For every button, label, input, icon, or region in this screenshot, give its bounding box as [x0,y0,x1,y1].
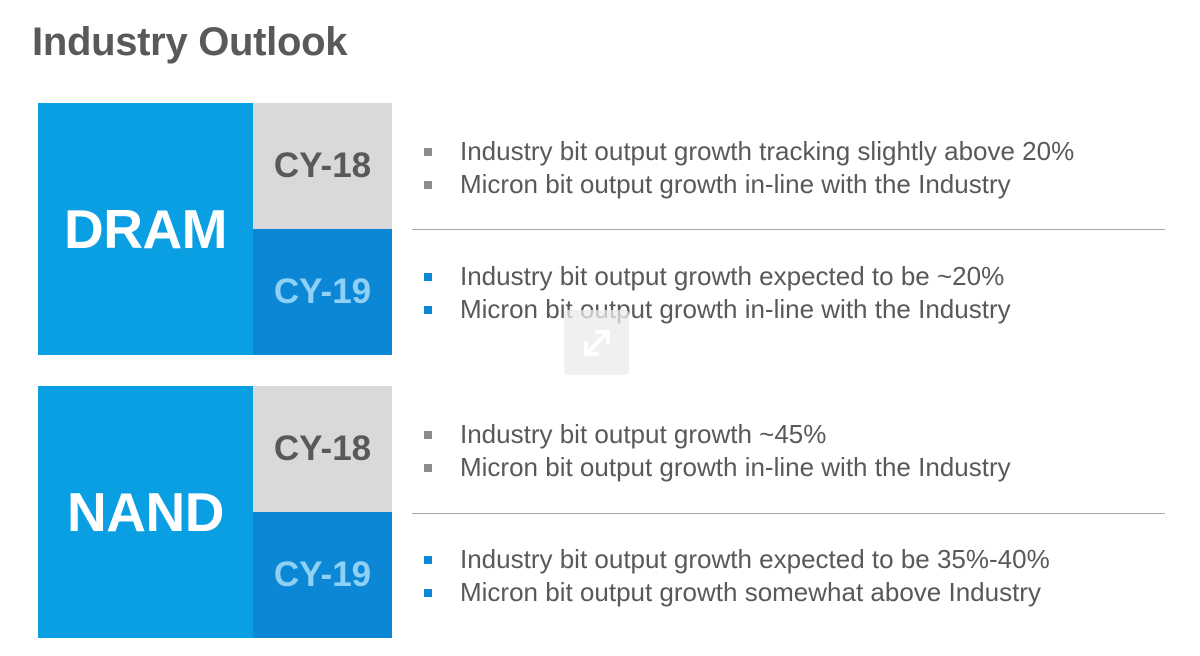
dram-cy19-label: CY-19 [253,229,392,355]
bullet-square-icon [424,273,432,281]
bullet-square-icon [424,148,432,156]
bullet-text: Industry bit output growth expected to b… [460,261,1005,291]
nand-cy18-bullets: Industry bit output growth ~45% Micron b… [424,418,1011,484]
nand-cy18-label: CY-18 [253,386,392,512]
dram-cy18-label: CY-18 [253,103,392,229]
divider [412,513,1165,514]
bullet-square-icon [424,431,432,439]
divider [412,229,1165,230]
bullet-square-icon [424,306,432,314]
page-title: Industry Outlook [32,20,348,64]
bullet-square-icon [424,589,432,597]
bullet-item: Industry bit output growth tracking slig… [424,135,1074,168]
bullet-text: Industry bit output growth expected to b… [460,544,1050,574]
bullet-text: Industry bit output growth tracking slig… [460,136,1075,166]
bullet-text: Micron bit output growth in-line with th… [460,294,1011,324]
bullet-square-icon [424,181,432,189]
bullet-item: Micron bit output growth in-line with th… [424,293,1011,326]
bullet-item: Micron bit output growth in-line with th… [424,168,1074,201]
bullet-item: Industry bit output growth ~45% [424,418,1011,451]
bullet-text: Micron bit output growth in-line with th… [460,169,1011,199]
dram-cy19-bullets: Industry bit output growth expected to b… [424,260,1011,326]
nand-cy19-label: CY-19 [253,512,392,638]
bullet-text: Micron bit output growth somewhat above … [460,577,1041,607]
nand-label: NAND [38,386,253,638]
bullet-item: Industry bit output growth expected to b… [424,260,1011,293]
dram-segment: DRAM CY-18 CY-19 [38,103,392,355]
nand-segment: NAND CY-18 CY-19 [38,386,392,638]
bullet-item: Industry bit output growth expected to b… [424,543,1050,576]
dram-label: DRAM [38,103,253,355]
bullet-item: Micron bit output growth somewhat above … [424,576,1050,609]
bullet-square-icon [424,464,432,472]
bullet-square-icon [424,556,432,564]
bullet-text: Micron bit output growth in-line with th… [460,452,1011,482]
bullet-text: Industry bit output growth ~45% [460,419,827,449]
expand-button[interactable] [564,310,629,375]
bullet-item: Micron bit output growth in-line with th… [424,451,1011,484]
expand-arrows-icon [583,329,610,356]
nand-cy19-bullets: Industry bit output growth expected to b… [424,543,1050,609]
dram-cy18-bullets: Industry bit output growth tracking slig… [424,135,1074,201]
